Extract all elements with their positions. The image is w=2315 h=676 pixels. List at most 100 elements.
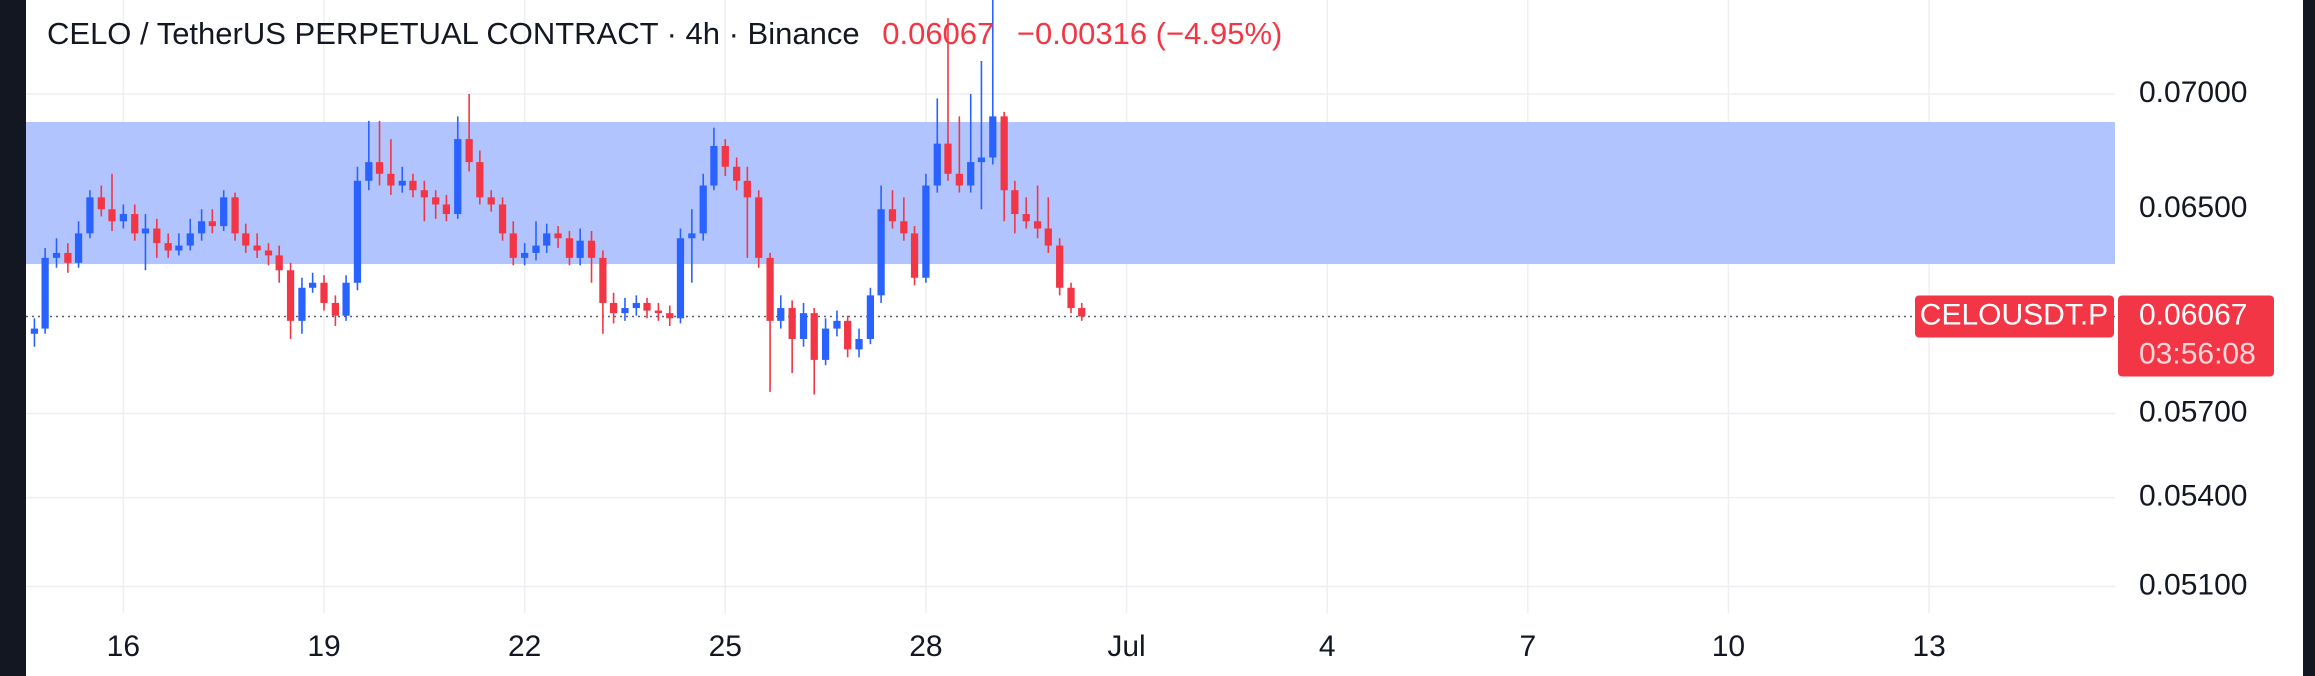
candle-body <box>1022 214 1030 222</box>
candle-body <box>521 252 529 258</box>
candle-body <box>609 302 618 314</box>
candle-body <box>576 240 584 258</box>
candle-body <box>186 233 194 246</box>
candle-body <box>353 180 362 283</box>
candle-body <box>810 313 818 360</box>
candle-body <box>253 245 261 251</box>
countdown-label: 03:56:08 <box>2139 337 2256 370</box>
x-tick-label: 19 <box>307 630 340 663</box>
candle-body <box>688 233 696 239</box>
candle-body <box>743 180 751 198</box>
candle-body <box>298 287 306 321</box>
candle-body <box>855 338 863 350</box>
candle-body <box>866 295 875 339</box>
axis-price-label: 0.06067 <box>2139 298 2247 331</box>
candle-body <box>666 313 674 319</box>
candle-body <box>844 320 852 350</box>
candle-body <box>398 180 406 186</box>
candle-body <box>1011 190 1019 215</box>
candle-body <box>944 143 952 174</box>
candle-body <box>409 180 417 191</box>
candle-body <box>275 255 283 271</box>
candle-body <box>532 245 540 253</box>
last-price: 0.06067 <box>882 16 995 51</box>
candle-body <box>543 233 551 246</box>
candle-body <box>933 143 941 186</box>
candle-body <box>141 228 150 234</box>
candle-body <box>967 162 975 186</box>
x-tick-label: 16 <box>107 630 140 663</box>
candle-body <box>197 221 206 234</box>
candle-body <box>74 233 83 263</box>
candle-body <box>554 233 562 239</box>
x-tick-label: 13 <box>1912 630 1945 663</box>
candle-body <box>599 257 607 303</box>
symbol-box <box>1915 295 2114 338</box>
candle-body <box>833 320 841 329</box>
candle-body <box>777 308 785 321</box>
candle-body <box>208 221 216 227</box>
candle-body <box>119 214 127 222</box>
candle-body <box>888 209 897 222</box>
candle-body <box>910 233 919 278</box>
y-tick-label: 0.06500 <box>2139 191 2247 224</box>
candle-body <box>632 302 640 309</box>
candle-body <box>264 250 273 256</box>
candle-body <box>1033 221 1042 229</box>
candle-body <box>164 243 172 251</box>
x-tick-label: 10 <box>1712 630 1745 663</box>
candle-body <box>331 302 339 316</box>
candle-body <box>498 204 507 234</box>
candle-body <box>587 240 596 258</box>
candle-body <box>643 302 651 311</box>
candle-body <box>1078 308 1086 317</box>
candle-body <box>1056 245 1064 288</box>
candle-body <box>131 214 139 234</box>
y-tick-label: 0.05400 <box>2139 480 2247 513</box>
price-box <box>2118 295 2274 377</box>
candle-body <box>733 166 741 181</box>
candle-body <box>877 209 885 296</box>
candle-body <box>955 173 963 186</box>
x-tick-label: Jul <box>1107 630 1145 663</box>
x-tick-label: 28 <box>909 630 942 663</box>
candle-body <box>375 162 384 174</box>
candle-body <box>64 252 72 263</box>
candle-body <box>220 197 228 227</box>
candle-body <box>432 197 440 205</box>
candle-body <box>387 173 395 186</box>
candle-body <box>710 145 718 186</box>
candle-body <box>242 233 250 246</box>
candle-body <box>922 185 930 278</box>
candle-body <box>699 185 707 234</box>
candle-body <box>721 145 729 167</box>
candle-body <box>365 162 373 181</box>
candle-body <box>231 197 239 234</box>
candle-body <box>175 245 183 251</box>
candle-body <box>766 257 774 321</box>
y-tick-label: 0.05700 <box>2139 395 2247 428</box>
candle-body <box>676 238 685 319</box>
candle-body <box>41 257 49 329</box>
candle-body <box>97 197 105 210</box>
symbol-label: CELOUSDT.P <box>1920 298 2108 331</box>
x-tick-label: 7 <box>1519 630 1536 663</box>
candle-body <box>309 282 317 288</box>
left-strip <box>0 0 26 676</box>
candle-body <box>565 238 574 258</box>
candle-body <box>900 221 908 234</box>
price-change: −0.00316 (−4.95%) <box>1016 16 1283 51</box>
candle-body <box>799 313 808 339</box>
candle-body <box>487 197 495 205</box>
price-zone <box>26 122 2115 265</box>
candle-body <box>454 139 462 215</box>
candle-body <box>153 228 161 244</box>
chart-title: CELO / TetherUS PERPETUAL CONTRACT · 4h … <box>47 16 860 51</box>
candle-body <box>465 139 473 163</box>
candle-body <box>420 190 428 198</box>
candle-body <box>320 282 328 303</box>
candle-body <box>476 162 484 198</box>
legend: CELO / TetherUS PERPETUAL CONTRACT · 4h … <box>47 16 1296 52</box>
x-tick-label: 25 <box>709 630 742 663</box>
